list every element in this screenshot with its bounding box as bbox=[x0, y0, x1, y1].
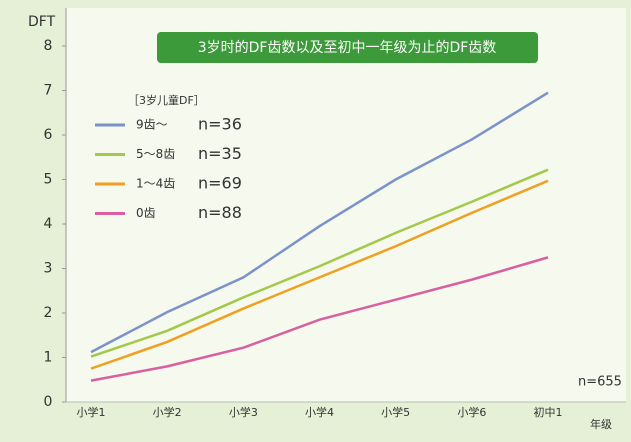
legend-note: n=35 bbox=[198, 144, 242, 163]
y-tick-label: 3 bbox=[44, 261, 53, 277]
x-tick-label: 小学3 bbox=[229, 405, 258, 419]
x-axis-label: 年级 bbox=[590, 417, 612, 431]
series-line bbox=[90, 91, 549, 354]
plot-area bbox=[66, 8, 626, 402]
legend-note: n=69 bbox=[198, 174, 242, 193]
x-tick-label: 小学2 bbox=[153, 405, 182, 419]
y-tick-label: 2 bbox=[44, 305, 53, 321]
x-tick-label: 小学4 bbox=[305, 405, 334, 419]
y-tick-label: 7 bbox=[44, 83, 53, 99]
legend-note: n=36 bbox=[198, 115, 242, 134]
legend-label: 0齿 bbox=[136, 206, 156, 220]
legend-label: 9齿～ bbox=[136, 118, 168, 132]
legend-label: 5～8齿 bbox=[136, 147, 175, 161]
y-tick-label: 0 bbox=[44, 394, 53, 410]
x-tick-label: 小学5 bbox=[381, 405, 410, 419]
legend-title: ［3岁儿童DF］ bbox=[128, 93, 205, 107]
y-tick-label: 4 bbox=[44, 216, 53, 232]
y-tick-label: 1 bbox=[44, 350, 53, 366]
x-tick-label: 小学1 bbox=[77, 405, 106, 419]
x-tick-label: 初中1 bbox=[534, 405, 563, 419]
y-tick-label: 8 bbox=[44, 38, 53, 54]
y-axis-label: DFT bbox=[28, 14, 56, 30]
series-line bbox=[90, 256, 549, 382]
annotation: n=655 bbox=[578, 375, 622, 390]
series-line bbox=[90, 168, 549, 358]
legend-note: n=88 bbox=[198, 203, 242, 222]
chart-title: 3岁时的DF齿数以及至初中一年级为止的DF齿数 bbox=[198, 39, 497, 56]
y-tick-label: 6 bbox=[44, 127, 53, 143]
title-box bbox=[157, 32, 538, 63]
y-tick-label: 5 bbox=[44, 172, 53, 188]
legend-label: 1～4齿 bbox=[136, 177, 175, 191]
series-line bbox=[90, 179, 549, 370]
x-tick-label: 小学6 bbox=[457, 405, 486, 419]
